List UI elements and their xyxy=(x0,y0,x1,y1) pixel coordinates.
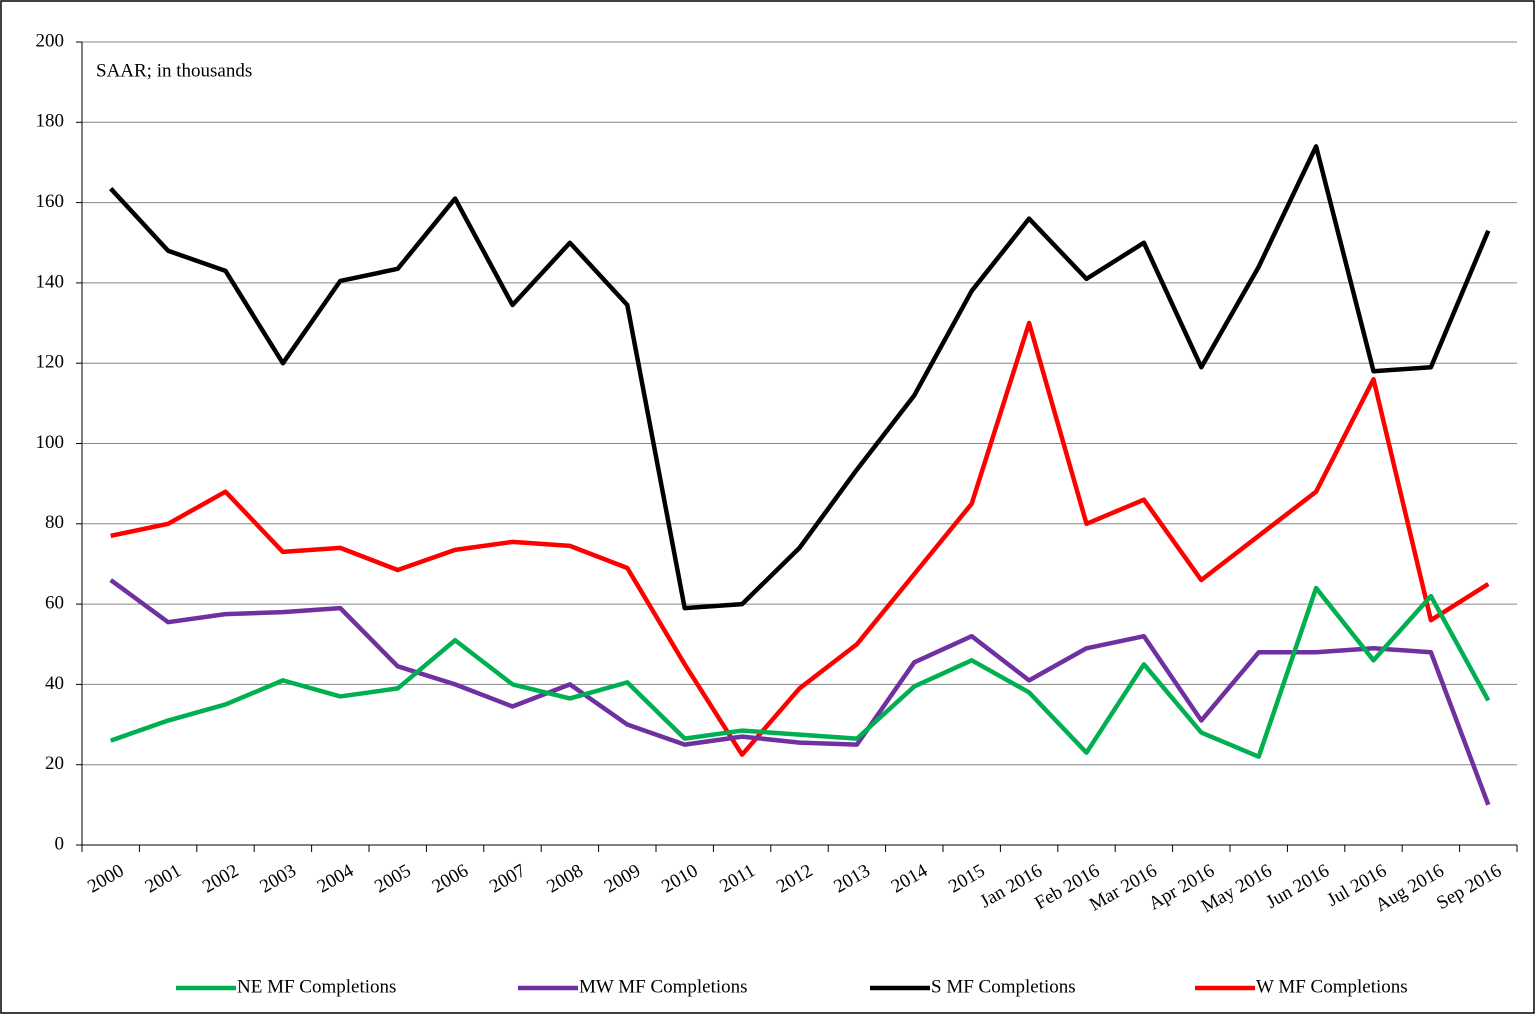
y-tick-label: 0 xyxy=(55,833,65,854)
y-tick-label: 40 xyxy=(45,673,64,694)
y-tick-label: 20 xyxy=(45,753,64,774)
y-tick-label: 100 xyxy=(36,432,65,453)
legend-label: MW MF Completions xyxy=(579,976,748,997)
y-tick-label: 60 xyxy=(45,592,64,613)
y-tick-label: 140 xyxy=(36,271,65,292)
legend-label: W MF Completions xyxy=(1256,976,1408,997)
y-tick-label: 200 xyxy=(36,30,65,51)
series-line xyxy=(109,585,1491,759)
annotation: SAAR; in thousands xyxy=(96,60,252,81)
legend-item: MW MF Completions xyxy=(518,976,748,997)
legend-item: NE MF Completions xyxy=(176,976,396,997)
legend-label: NE MF Completions xyxy=(237,976,396,997)
y-tick-label: 80 xyxy=(45,512,64,533)
legend-item: W MF Completions xyxy=(1195,976,1408,997)
series-line xyxy=(110,320,1490,757)
series-line xyxy=(109,144,1491,611)
y-tick-label: 180 xyxy=(36,111,65,132)
legend-item: S MF Completions xyxy=(870,976,1076,997)
legend-label: S MF Completions xyxy=(931,976,1076,997)
y-tick-label: 120 xyxy=(36,352,65,373)
series-line xyxy=(109,578,1491,806)
y-tick-label: 160 xyxy=(36,191,65,212)
